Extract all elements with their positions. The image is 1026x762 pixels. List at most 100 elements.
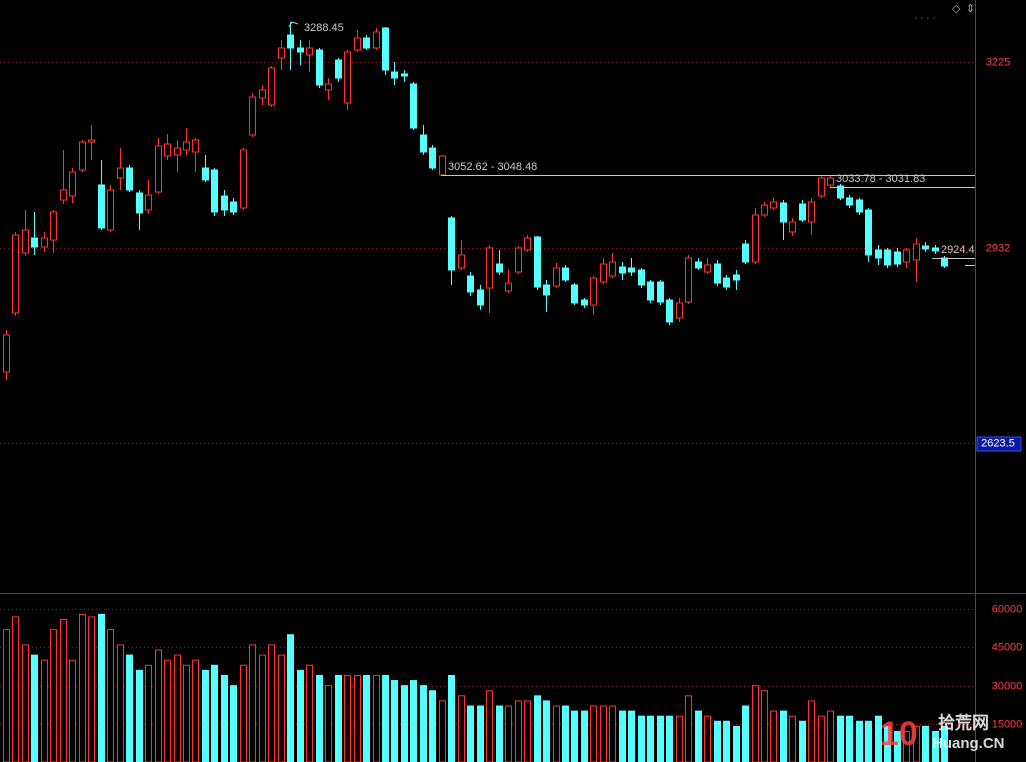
volume-bar [316,674,323,762]
volume-bar [647,715,654,762]
volume-bar [297,669,304,762]
candle-body [98,184,105,229]
candle-body [827,177,834,186]
volume-bar [486,690,493,762]
annotation-pointer [288,21,299,28]
volume-bar [382,674,389,762]
volume-bar [164,659,171,762]
candle-body [903,249,910,263]
annotation: 2924.4 [941,244,975,256]
y-tick-label: 60000 [992,603,1023,615]
candle-body [221,195,228,211]
icon[interactable]: ⇕ [966,3,975,15]
volume-bar [846,715,853,762]
volume-bar [562,705,569,762]
volume-bar [467,705,474,762]
candle-body [941,257,948,267]
volume-bar [41,659,48,762]
candle-body [666,299,673,323]
candle-body [590,277,597,306]
volume-bar [657,715,664,762]
candle-body [448,217,455,271]
volume-bar [31,654,38,762]
candle-body [761,204,768,216]
volume-bar [856,720,863,762]
candle-body [316,49,323,86]
candle-body [297,47,304,53]
annotation: 3288.45 [304,22,344,34]
volume-bar [126,654,133,762]
watermark: 10 拾荒网 Huang.CN [880,712,1005,753]
candle-body [126,167,133,191]
volume-bar [543,700,550,762]
volume-bar [344,674,351,762]
candle-body [846,197,853,206]
candle-body [780,202,787,223]
volume-bar [155,649,162,762]
candle-body [259,89,266,99]
volume-bar [325,685,332,762]
candle-body [496,263,503,273]
volume-bar [534,695,541,762]
volume-bar [808,700,815,762]
candle-body [628,267,635,273]
volume-bar [306,664,313,762]
volume-bar [553,705,560,762]
volume-bar [22,644,29,762]
volume-bar [448,674,455,762]
candle-body [31,237,38,248]
watermark-name: 拾荒网 [938,712,989,732]
candle-body [174,147,181,156]
volume-bar [183,664,190,762]
y-tick-label: 3225 [986,56,1010,68]
candle-body [439,155,446,176]
volume-bar [240,664,247,762]
candle-body [69,171,76,197]
volume-bar [410,680,417,762]
candle-body [505,282,512,292]
volume-bar [230,685,237,762]
candle-body [107,189,114,231]
candle-body [884,249,891,266]
volume-bar [174,654,181,762]
volume-bar [373,674,380,762]
volume-bar [609,705,616,762]
volume-bar [742,705,749,762]
volume-bar [733,725,740,762]
volume-bar [420,685,427,762]
candle-body [808,201,815,223]
candle-body [524,237,531,251]
y-tick-label: 2623.5 [981,437,1015,449]
volume-bar [666,715,673,762]
candle-body [429,147,436,169]
marker-dots: · · · · [914,13,936,24]
candle-body [609,261,616,277]
volume-bar [704,715,711,762]
volume-bar [875,715,882,762]
volume-bar [335,674,342,762]
volume-bar [88,616,95,762]
volume-bar [69,659,76,762]
icon[interactable]: ◇ [952,3,961,15]
volume-bar [695,710,702,762]
volume-bar [723,720,730,762]
volume-bar [117,644,124,762]
volume-bar [676,715,683,762]
candle-body [410,83,417,129]
volume-bar [221,674,228,762]
volume-bar [192,659,199,762]
volume-bar [515,700,522,762]
volume-bar [79,613,86,762]
candle-body [183,141,190,151]
volume-bar [590,705,597,762]
volume-bar [799,720,806,762]
candle-body [202,167,209,181]
volume-bar [12,616,19,762]
volume-bar [505,705,512,762]
candle-body [41,237,48,248]
candle-body [306,47,313,56]
volume-bar [136,669,143,762]
